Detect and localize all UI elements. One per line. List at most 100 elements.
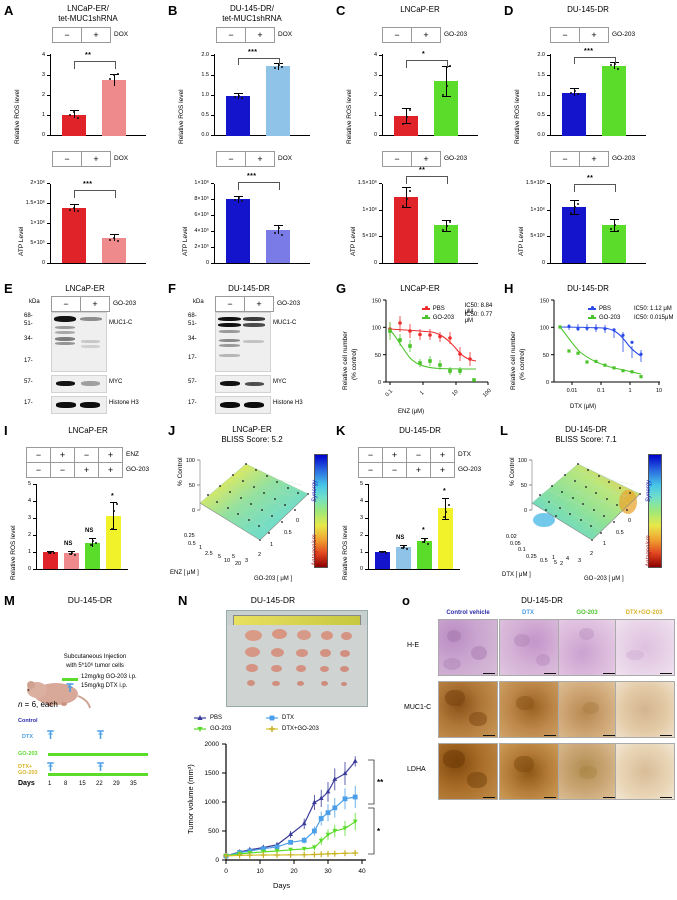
svg-text:0: 0	[296, 518, 299, 524]
panel-o-image-muc1c-go203	[558, 681, 618, 738]
svg-text:10: 10	[656, 388, 662, 394]
panel-b-atp-chart: ATP Level 0 2×10⁵ 4×10⁵ 6×10⁵ 8×10⁵ 1×10…	[168, 170, 328, 280]
cell-plus: +	[81, 151, 111, 167]
panel-m-day: 22	[96, 781, 103, 787]
n-italic: n	[18, 700, 23, 709]
ytick: 8×10⁵	[194, 196, 209, 202]
y-axis	[50, 54, 51, 136]
panel-m-schedule-dtx: DTX	[22, 734, 33, 740]
panel-i-title: LNCaP-ER	[68, 426, 108, 435]
y-axis	[50, 184, 51, 264]
ytick: 0	[373, 260, 377, 266]
bar-go203-minus	[394, 115, 418, 136]
panel-c-ros-chart: Relative ROS level 0 1 2 3 4 *	[336, 46, 496, 146]
ytick: 0	[359, 566, 363, 572]
panel-c-treatment-table-bottom: − + GO-203	[382, 151, 468, 167]
panel-e-blot-label-muc1c: MUC1-C	[109, 320, 133, 326]
panel-i-treatment-table: − + − + ENZ − − + + GO-203	[26, 447, 151, 478]
panel-m-day: 35	[130, 781, 137, 787]
svg-text:0: 0	[215, 857, 219, 864]
ytick: 2	[359, 532, 363, 538]
ytick: 0.5	[537, 112, 545, 118]
row-label-go203: GO-203	[458, 466, 482, 473]
svg-text:150: 150	[372, 299, 381, 305]
panel-m-schedule-combo: DTX+ GO-203	[18, 764, 38, 776]
ytick: 3	[359, 515, 363, 521]
bar-dox-plus	[102, 79, 126, 136]
ytick: 1×10⁶	[30, 220, 45, 226]
panel-h-ylabel-l1: Relative cell number	[510, 331, 517, 390]
ytick: 0.0	[537, 132, 545, 138]
panel-m-dose-dtx: 15mg/kg DTX i.p.	[81, 683, 128, 689]
svg-text:1: 1	[603, 541, 606, 547]
panel-e: E LNCaP-ER kDa − + GO-203 68- 51- 34- 17- …	[4, 282, 164, 422]
panel-l-colorbar	[648, 454, 662, 568]
ytick: 5	[27, 481, 31, 487]
cell-minus: −	[216, 151, 246, 167]
panel-e-marker-34: 34-	[24, 336, 33, 342]
treatment-label: DOX	[278, 31, 293, 38]
ytick: 5×10⁵	[30, 240, 45, 246]
row-label-go203: GO-203	[126, 466, 150, 473]
svg-text:0: 0	[628, 518, 631, 524]
panel-f-marker-51: 51-	[188, 321, 197, 327]
ytick: 1.5	[537, 72, 545, 78]
cell-minus: −	[52, 151, 82, 167]
panel-f-blot-label-muc1c: MUC1-C	[273, 320, 297, 326]
panel-h-legend: PBS IC50: 1.12 μM GO-203 IC50: 0.015μM	[588, 304, 673, 322]
legend-line-pbs	[422, 306, 430, 310]
svg-text:30: 30	[324, 868, 332, 875]
cell: +	[98, 447, 123, 463]
ytick: 2.0	[201, 52, 209, 58]
panel-o-image-ldha-combo	[615, 743, 675, 800]
panel-j: J LNCaP-ER BLISS Score: 5.2 % Control 10…	[168, 424, 331, 589]
cell: +	[50, 447, 75, 463]
panel-g-legend: PBS IC50: 8.84 μM GO-203 IC50: 0.77 μM	[422, 303, 501, 324]
table-row: − − + + GO-203	[26, 462, 151, 478]
panel-a-ros-ylabel: Relative ROS level	[14, 89, 21, 144]
legend-line-pbs	[588, 306, 596, 310]
scalebar	[603, 796, 615, 798]
svg-text:5: 5	[218, 554, 221, 560]
cell: −	[406, 447, 431, 463]
svg-text:5: 5	[554, 560, 557, 566]
scalebar	[483, 796, 495, 798]
panel-e-blot-label-h3: Histone H3	[109, 400, 139, 406]
syringe-icon	[97, 762, 104, 771]
panel-d-title: DU-145-DR	[567, 5, 609, 14]
bar-atp-minus	[394, 197, 418, 264]
svg-text:50: 50	[521, 483, 527, 489]
panel-b-sig-ros: ***	[248, 49, 258, 56]
svg-text:4: 4	[566, 556, 569, 562]
panel-f-marker-34: 34-	[188, 336, 197, 342]
panel-d-ros-chart: Relative ROS level 0.0 0.5 1.0 1.5 2.0 *…	[504, 46, 664, 146]
panel-k-treatment-table: − + − + DTX − − + + GO-203	[358, 447, 483, 478]
panel-c-sig-ros: *	[422, 51, 426, 58]
panel-g-label: G	[336, 281, 347, 296]
panel-m-day: 8	[64, 781, 68, 787]
ytick: 0	[205, 260, 209, 266]
svg-text:3: 3	[245, 558, 248, 564]
panel-k-annotation-combo: *	[443, 488, 447, 495]
panel-n-growth-plot: 0 500 1000 1500 2000 0 10 20 30 40	[205, 741, 385, 875]
svg-text:1: 1	[628, 388, 631, 394]
ytick: 1.5	[201, 72, 209, 78]
cell-minus: −	[216, 27, 246, 43]
schedule-bar-go203	[48, 753, 148, 756]
svg-text:0.5: 0.5	[284, 530, 292, 536]
panel-d-treatment-table-bottom: − + GO-203	[550, 151, 636, 167]
panel-h-ic50-pbs: IC50: 1.12 μM	[634, 305, 672, 312]
treatment-label: GO-203	[113, 300, 137, 307]
panel-m-day: 15	[79, 781, 86, 787]
bar-control	[375, 551, 390, 569]
panel-o-column-combo: DTX+GO-203	[625, 610, 663, 616]
ytick: 2	[373, 92, 377, 98]
panel-m-label: M	[4, 593, 15, 608]
legend-line-go203	[588, 315, 596, 319]
panel-m-day: 1	[48, 781, 52, 787]
panel-h-legend-pbs: PBS	[599, 305, 612, 312]
panel-j-colorbar-top-label: Synergy	[312, 479, 318, 502]
panel-h-legend-go203: GO-203	[599, 314, 621, 321]
ytick: 1.5×10⁶	[357, 180, 377, 186]
